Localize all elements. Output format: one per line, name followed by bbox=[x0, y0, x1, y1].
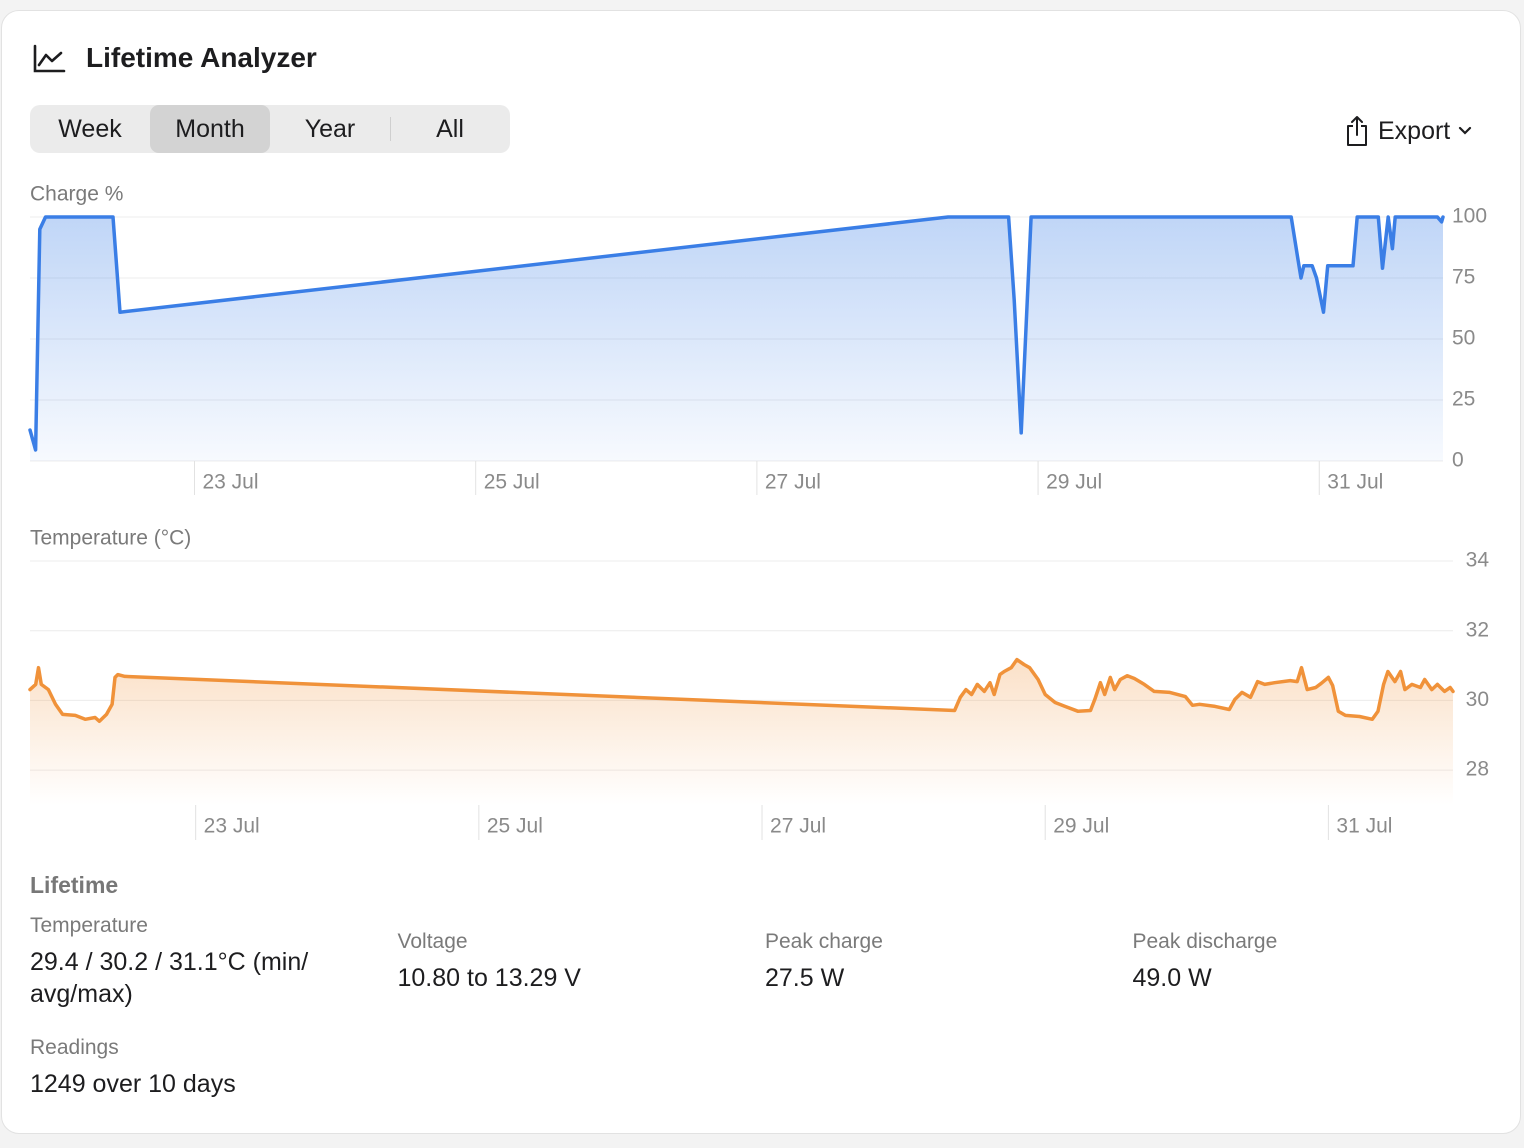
stat: Voltage 10.80 to 13.29 V bbox=[398, 930, 766, 994]
data-line bbox=[28, 215, 1445, 452]
stats-row: Temperature 29.4 / 30.2 / 31.1°C (min/ av… bbox=[30, 914, 1500, 1010]
y-tick-label: 25 bbox=[1452, 388, 1475, 411]
chart-title: Charge % bbox=[30, 183, 123, 206]
y-tick-label: 50 bbox=[1452, 327, 1475, 350]
stat-label: Peak discharge bbox=[1132, 930, 1278, 953]
segmented-control: Week Month Year All bbox=[30, 105, 510, 153]
tab[interactable]: Week bbox=[58, 115, 122, 143]
export-button[interactable]: Export bbox=[1344, 114, 1472, 148]
y-tick-label: 34 bbox=[1466, 549, 1490, 572]
stat-value: 49.0 W bbox=[1132, 964, 1212, 992]
x-tick-label: 25 Jul bbox=[487, 815, 543, 838]
export-label: Export bbox=[1378, 116, 1451, 145]
stat-value: 1249 over 10 days bbox=[30, 1070, 236, 1098]
charts: Charge % 0 25 50 75 100 23 Jul 25 Jul 27 Jul 29 J… bbox=[28, 183, 1490, 840]
y-tick-label: 28 bbox=[1466, 758, 1489, 781]
y-tick-label: 100 bbox=[1452, 205, 1487, 228]
stat: Peak discharge 49.0 W bbox=[1133, 930, 1501, 994]
share-icon bbox=[1347, 116, 1367, 146]
summary-title: Lifetime bbox=[30, 872, 119, 898]
stat-label: Readings bbox=[30, 1036, 119, 1059]
area-fill bbox=[30, 217, 1443, 461]
x-tick-label: 27 Jul bbox=[765, 471, 821, 494]
chevron bbox=[1459, 126, 1472, 135]
y-tick-label: 30 bbox=[1466, 688, 1489, 711]
x-tick-label: 25 Jul bbox=[484, 471, 540, 494]
x-tick-label: 31 Jul bbox=[1336, 815, 1392, 838]
stat: Readings 1249 over 10 days bbox=[30, 1036, 406, 1100]
stat-label: Voltage bbox=[397, 930, 468, 953]
data-line bbox=[28, 657, 1455, 724]
card bbox=[1, 10, 1521, 1134]
y-tick-label: 0 bbox=[1452, 449, 1464, 472]
stat-value: 29.4 / 30.2 / 31.1°C (min/ avg/max) bbox=[30, 948, 309, 1008]
chart-title: Temperature (°C) bbox=[30, 527, 191, 550]
x-tick-label: 31 Jul bbox=[1327, 471, 1383, 494]
stat-label: Peak charge bbox=[765, 930, 883, 953]
x-tick-label: 27 Jul bbox=[770, 815, 826, 838]
chart-icon bbox=[33, 44, 66, 73]
x-tick-label: 29 Jul bbox=[1053, 815, 1109, 838]
tab[interactable]: All bbox=[390, 105, 510, 153]
x-tick-label: 29 Jul bbox=[1046, 471, 1102, 494]
stat-value: 10.80 to 13.29 V bbox=[397, 964, 581, 992]
tab[interactable]: Month bbox=[150, 105, 270, 153]
x-tick-label: 23 Jul bbox=[202, 471, 258, 494]
stat: Peak charge 27.5 W bbox=[765, 930, 1133, 994]
stat: Temperature 29.4 / 30.2 / 31.1°C (min/ av… bbox=[30, 914, 398, 1010]
x-tick-label: 23 Jul bbox=[204, 815, 260, 838]
stat-value: 27.5 W bbox=[765, 964, 845, 992]
tab[interactable]: Year bbox=[304, 115, 356, 143]
y-tick-label: 32 bbox=[1466, 618, 1489, 641]
title: Lifetime Analyzer bbox=[86, 42, 317, 73]
stat-label: Temperature bbox=[30, 914, 148, 937]
y-tick-label: 75 bbox=[1452, 266, 1475, 289]
stats-row: Readings 1249 over 10 days bbox=[30, 1036, 1500, 1100]
stats: Temperature 29.4 / 30.2 / 31.1°C (min/ av… bbox=[30, 914, 1500, 1100]
